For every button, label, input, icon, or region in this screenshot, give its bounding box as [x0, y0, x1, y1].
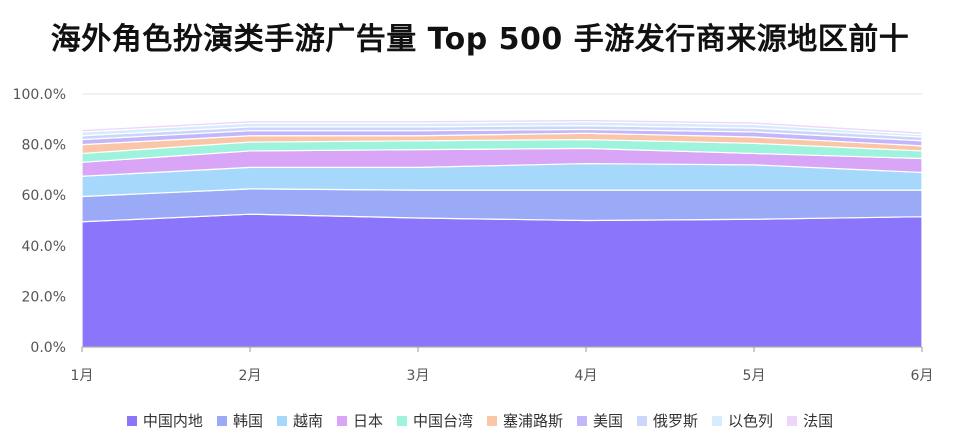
axes [81, 346, 923, 352]
legend-swatch [577, 415, 588, 426]
legend-label: 俄罗斯 [653, 412, 699, 430]
y-tick-label: 0.0% [30, 340, 66, 356]
y-tick-label: 100.0% [13, 87, 66, 103]
x-tick-label: 6月 [911, 368, 934, 384]
area-series-10 [81, 118, 923, 136]
x-tick-label: 5月 [743, 368, 766, 384]
legend-label: 越南 [292, 412, 323, 430]
legend-swatch [396, 415, 407, 426]
legend-item: 法国 [787, 410, 833, 431]
legend-swatch [276, 415, 287, 426]
legend-item: 中国内地 [126, 410, 203, 431]
legend-swatch [216, 415, 227, 426]
legend-item: 越南 [276, 410, 323, 431]
x-tick-label: 4月 [575, 368, 598, 384]
y-tick-label: 60.0% [22, 188, 66, 204]
y-tick-label: 20.0% [22, 289, 66, 305]
x-tick-label: 1月 [71, 368, 94, 384]
legend-label: 法国 [803, 412, 834, 430]
y-tick-labels: 0.0% 20.0% 40.0% 60.0% 80.0% 100.0% [13, 87, 66, 356]
y-tick-label: 40.0% [22, 239, 66, 255]
legend-swatch [126, 415, 137, 426]
legend-swatch [787, 415, 798, 426]
legend-swatch [336, 415, 347, 426]
legend-label: 塞浦路斯 [503, 412, 564, 430]
legend-item: 韩国 [216, 410, 263, 431]
chart-legend: 中国内地 韩国 越南 日本 中国台湾 塞浦路斯 美国 俄罗斯 以色列 法国 [0, 410, 960, 431]
legend-label: 以色列 [728, 412, 774, 430]
area-series-1 [81, 213, 923, 348]
legend-item: 日本 [336, 410, 383, 431]
legend-label: 中国内地 [142, 412, 203, 430]
x-tick-label: 2月 [239, 368, 262, 384]
x-tick-label: 3月 [407, 368, 430, 384]
legend-item: 塞浦路斯 [487, 410, 563, 431]
legend-item: 以色列 [712, 410, 773, 431]
legend-swatch [637, 415, 648, 426]
x-tick-labels: 1月 2月 3月 4月 5月 6月 [71, 368, 934, 384]
area-series [81, 118, 923, 348]
legend-label: 韩国 [232, 412, 263, 430]
legend-item: 俄罗斯 [637, 410, 698, 431]
legend-item: 美国 [577, 410, 623, 431]
chart-title: 海外角色扮演类手游广告量 Top 500 手游发行商来源地区前十 [50, 22, 910, 57]
legend-label: 日本 [352, 412, 383, 430]
legend-swatch [712, 415, 723, 426]
y-tick-label: 80.0% [22, 138, 66, 154]
legend-label: 中国台湾 [412, 412, 473, 430]
legend-swatch [487, 415, 497, 426]
legend-item: 中国台湾 [396, 410, 473, 431]
legend-label: 美国 [593, 412, 624, 430]
